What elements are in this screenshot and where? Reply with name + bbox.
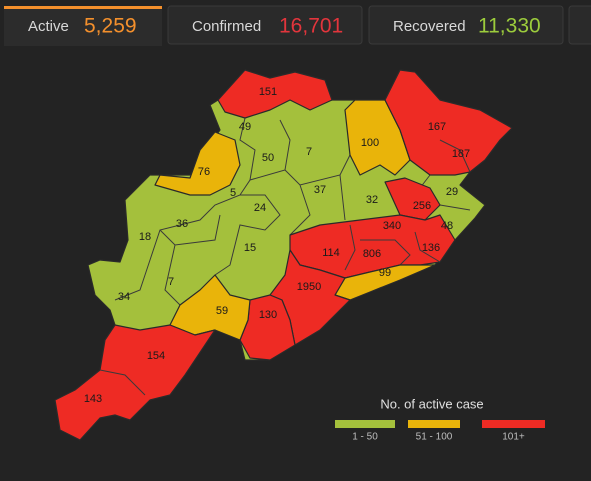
district-label: 130 bbox=[259, 309, 277, 321]
district-label: 100 bbox=[361, 137, 379, 149]
district-label: 143 bbox=[84, 393, 102, 405]
legend: No. of active case 1 - 50 51 - 100 101+ bbox=[335, 396, 545, 443]
district-label: 99 bbox=[379, 267, 391, 279]
district-label: 136 bbox=[422, 242, 440, 254]
legend-label: 51 - 100 bbox=[416, 432, 453, 443]
district-label: 7 bbox=[306, 146, 312, 158]
legend-swatch bbox=[335, 420, 395, 428]
district-label: 256 bbox=[413, 200, 431, 212]
tab[interactable] bbox=[368, 5, 564, 45]
district-label: 76 bbox=[198, 166, 210, 178]
legend-label: 1 - 50 bbox=[352, 432, 378, 443]
boundary bbox=[439, 139, 471, 173]
region-yellow bbox=[154, 131, 241, 196]
district-label: 32 bbox=[366, 194, 378, 206]
district-label: 36 bbox=[176, 218, 188, 230]
legend-label: 101+ bbox=[502, 432, 525, 443]
district-label: 806 bbox=[363, 248, 381, 260]
district-label: 5 bbox=[230, 187, 236, 199]
tab-label: Recovered bbox=[393, 18, 466, 35]
boundary bbox=[99, 369, 146, 396]
district-label: 49 bbox=[239, 121, 251, 133]
tab-value: 5,259 bbox=[84, 15, 137, 38]
district-label: 18 bbox=[139, 231, 151, 243]
district-label: 15 bbox=[244, 242, 256, 254]
region-red bbox=[54, 324, 216, 441]
district-label: 154 bbox=[147, 350, 165, 362]
tab[interactable] bbox=[4, 6, 162, 46]
district-label: 50 bbox=[262, 152, 274, 164]
legend-title: No. of active case bbox=[380, 396, 483, 411]
district-label: 59 bbox=[216, 305, 228, 317]
region-red bbox=[384, 69, 513, 176]
tab-value: 11,330 bbox=[478, 15, 541, 38]
district-labels: 151 49 50 7 100 167 187 76 5 37 32 29 256 24 36 18 340 48… bbox=[84, 86, 470, 405]
tab-label: Confirmed bbox=[192, 18, 261, 35]
district-label: 167 bbox=[428, 121, 446, 133]
district-label: 1950 bbox=[297, 281, 321, 293]
legend-swatch bbox=[482, 420, 545, 428]
district-label: 48 bbox=[441, 220, 453, 232]
tab[interactable] bbox=[167, 5, 363, 45]
district-label: 37 bbox=[314, 184, 326, 196]
tab-label: Active bbox=[28, 18, 69, 35]
district-label: 29 bbox=[446, 186, 458, 198]
legend-swatch bbox=[408, 420, 460, 428]
boundary bbox=[344, 224, 441, 271]
tab-bar: Active 5,259 Confirmed 16,701 Recovered … bbox=[4, 5, 591, 46]
map: 151 49 50 7 100 167 187 76 5 37 32 29 256 24 36 18 340 48… bbox=[54, 69, 513, 441]
district-label: 114 bbox=[322, 247, 340, 259]
district-label: 34 bbox=[118, 291, 130, 303]
tab-value: 16,701 bbox=[279, 15, 343, 38]
district-label: 340 bbox=[383, 220, 401, 232]
boundary bbox=[114, 117, 471, 306]
region-red bbox=[217, 69, 333, 119]
tab[interactable] bbox=[568, 5, 591, 45]
district-label: 24 bbox=[254, 202, 266, 214]
tab-indicator bbox=[4, 6, 162, 9]
district-label: 187 bbox=[452, 148, 470, 160]
district-label: 7 bbox=[168, 276, 174, 288]
district-label: 151 bbox=[259, 86, 277, 98]
